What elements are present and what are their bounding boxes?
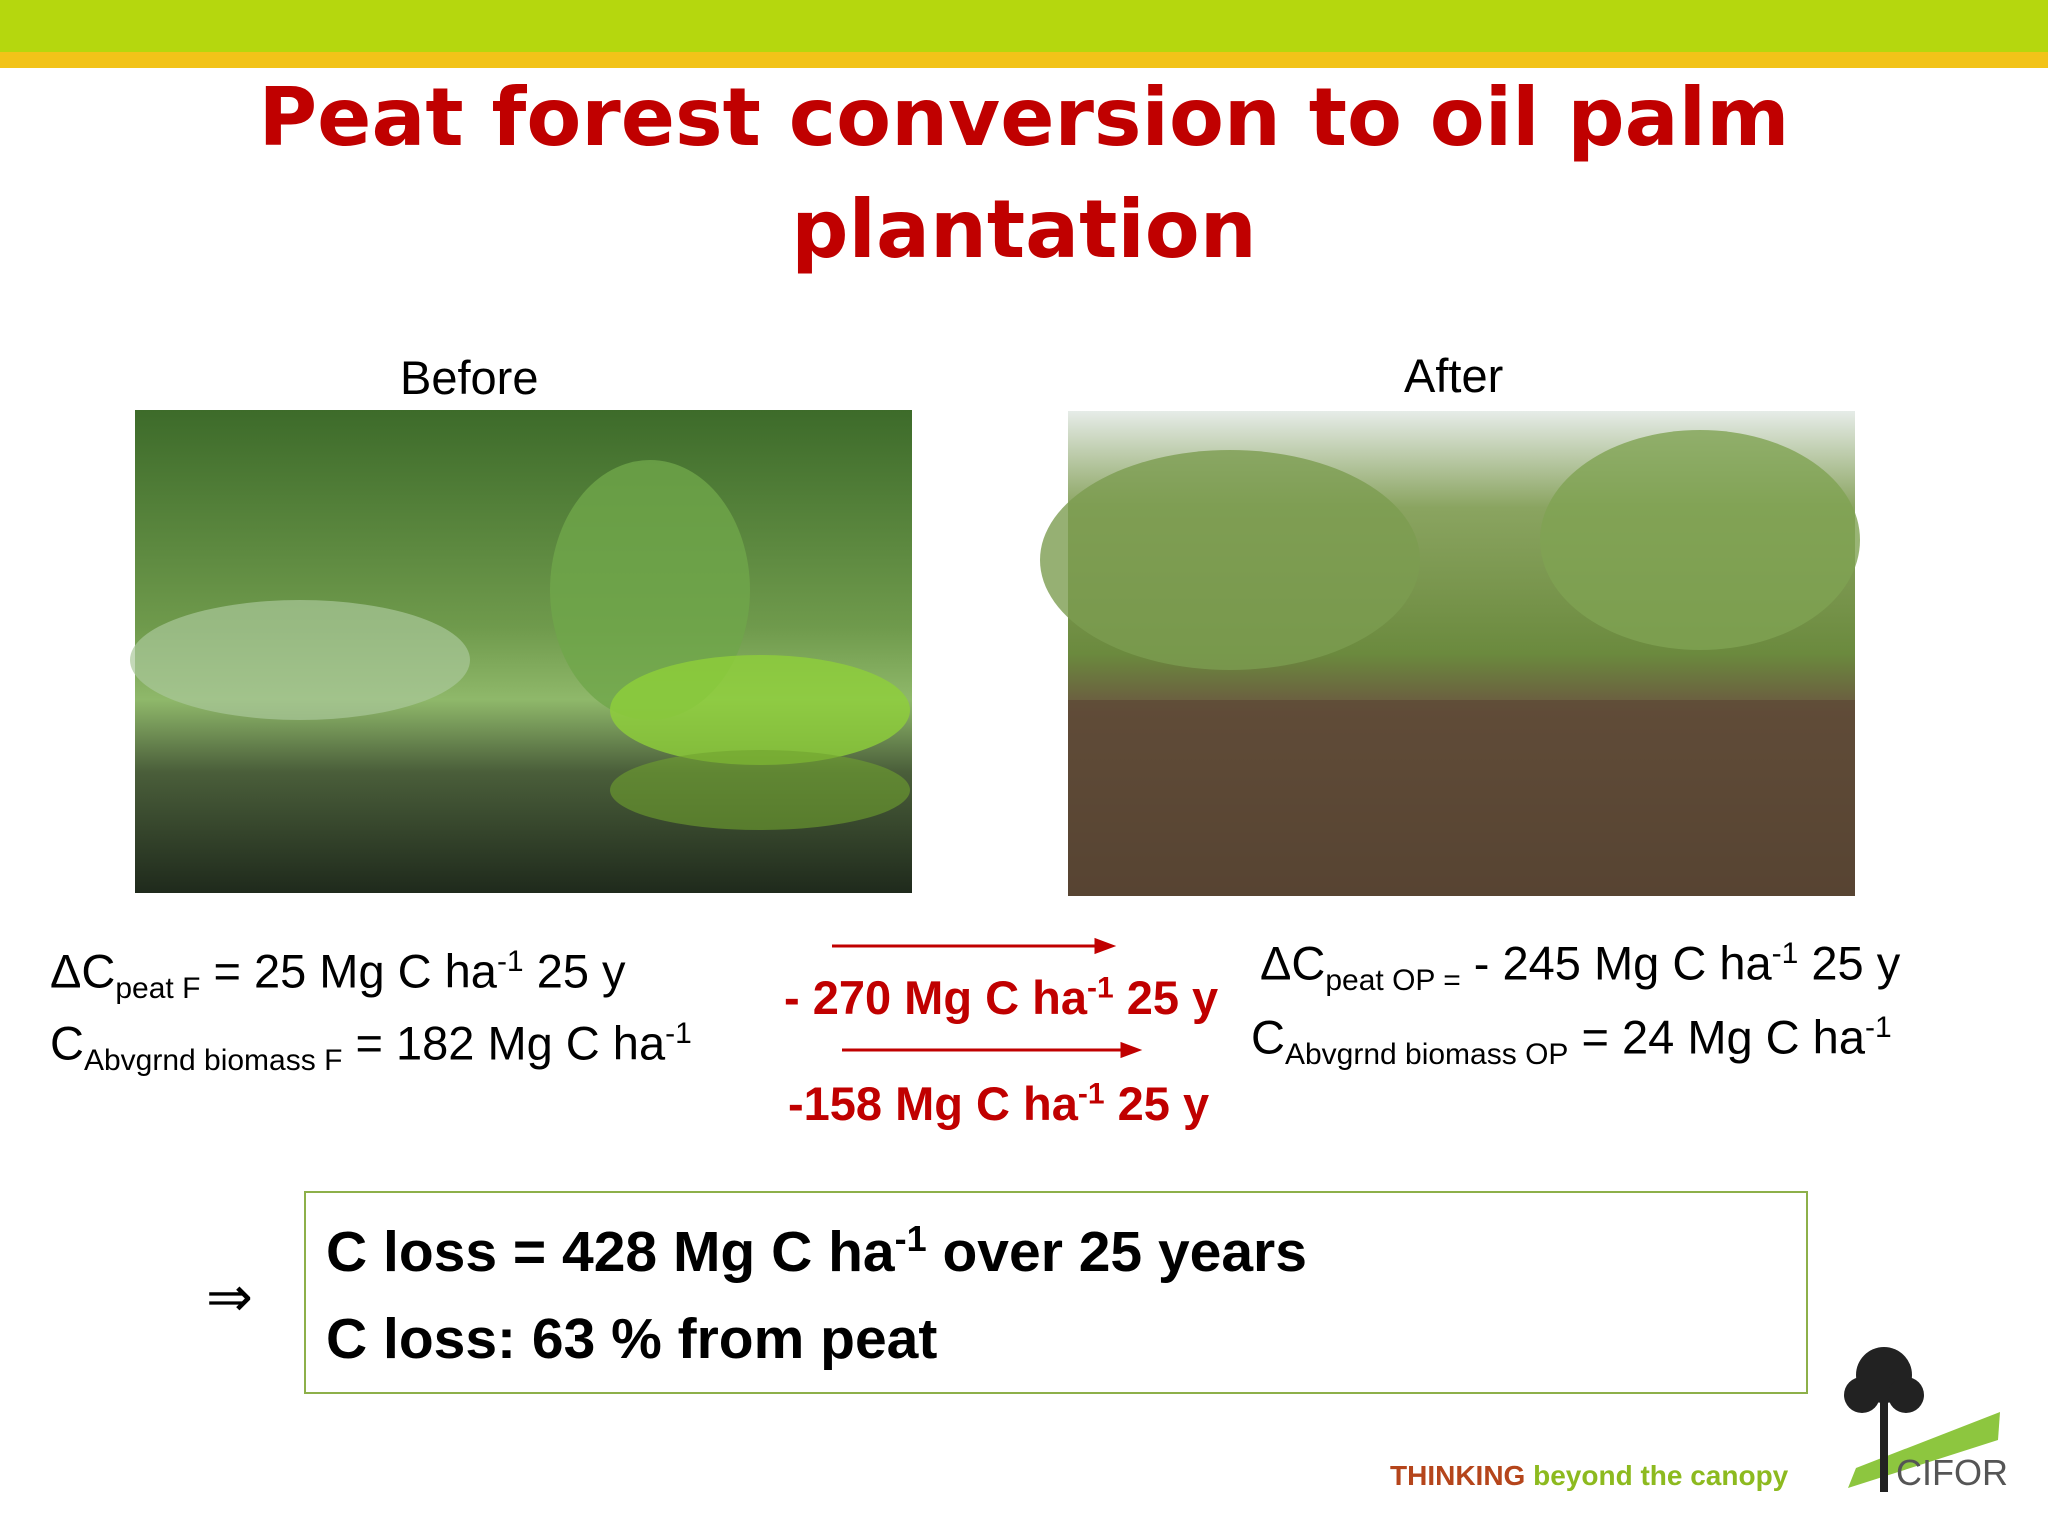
rest: 25 y (536, 944, 626, 998)
before-label: Before (400, 351, 539, 404)
top-stripe (0, 52, 2048, 68)
after-label: After (1404, 349, 1504, 402)
after-biomass: CAbvgrnd biomass OP = 24 Mg C ha-1 (1251, 998, 1892, 1085)
text: C loss = 428 Mg C ha (326, 1220, 895, 1284)
superscript: -1 (1086, 971, 1114, 1005)
superscript: -1 (894, 1218, 927, 1259)
top-bar (0, 0, 2048, 52)
text: -158 Mg C ha (788, 1077, 1078, 1130)
subscript: peat OP = (1325, 964, 1461, 998)
superscript: -1 (496, 945, 524, 978)
change-biomass: -158 Mg C ha-1 25 y (788, 1076, 1209, 1131)
tagline: THINKING beyond the canopy (1390, 1460, 1788, 1492)
summary-peat-share: C loss: 63 % from peat (326, 1307, 938, 1371)
after-peat: ΔCpeat OP = - 245 Mg C ha-1 25 y (1260, 924, 1900, 1011)
equation: = 24 Mg C ha (1581, 1010, 1865, 1064)
superscript: -1 (1077, 1077, 1105, 1111)
tagline-rest: beyond the canopy (1533, 1460, 1789, 1491)
before-biomass: CAbvgrnd biomass F = 182 Mg C ha-1 (50, 1004, 692, 1091)
logo-text: CIFOR (1896, 1452, 2008, 1493)
after-photo (1040, 411, 1860, 896)
equation: = 182 Mg C ha (355, 1016, 666, 1070)
rest: 25 y (1811, 936, 1901, 990)
symbol: C (1251, 1010, 1285, 1064)
implies-arrow: ⇒ (206, 1265, 253, 1328)
subscript: Abvgrnd biomass F (83, 1044, 343, 1078)
symbol: ΔC (50, 944, 116, 998)
superscript: -1 (1864, 1011, 1892, 1044)
arrows (832, 937, 1143, 1059)
subscript: peat F (115, 972, 201, 1006)
before-peat: ΔCpeat F = 25 Mg C ha-1 25 y (50, 932, 626, 1019)
subscript: Abvgrnd biomass OP (1284, 1038, 1569, 1072)
summary-box (304, 1191, 1808, 1394)
symbol: ΔC (1260, 936, 1326, 990)
logo-graphic (1844, 1347, 2000, 1492)
rest: over 25 years (942, 1220, 1307, 1284)
superscript: -1 (1771, 937, 1799, 970)
equation: = 25 Mg C ha (213, 944, 497, 998)
equation: - 245 Mg C ha (1473, 936, 1772, 990)
summary-total: C loss = 428 Mg C ha-1 over 25 years (326, 1218, 1307, 1285)
tagline-bold: THINKING (1390, 1460, 1526, 1491)
rest: 25 y (1126, 971, 1219, 1024)
text: - 270 Mg C ha (784, 971, 1087, 1024)
symbol: C (50, 1016, 84, 1070)
superscript: -1 (665, 1017, 692, 1050)
title: Peat forest conversion to oil palm plant… (258, 71, 1790, 276)
before-photo (130, 410, 912, 893)
rest: 25 y (1117, 1077, 1210, 1130)
change-peat: - 270 Mg C ha-1 25 y (784, 970, 1218, 1025)
